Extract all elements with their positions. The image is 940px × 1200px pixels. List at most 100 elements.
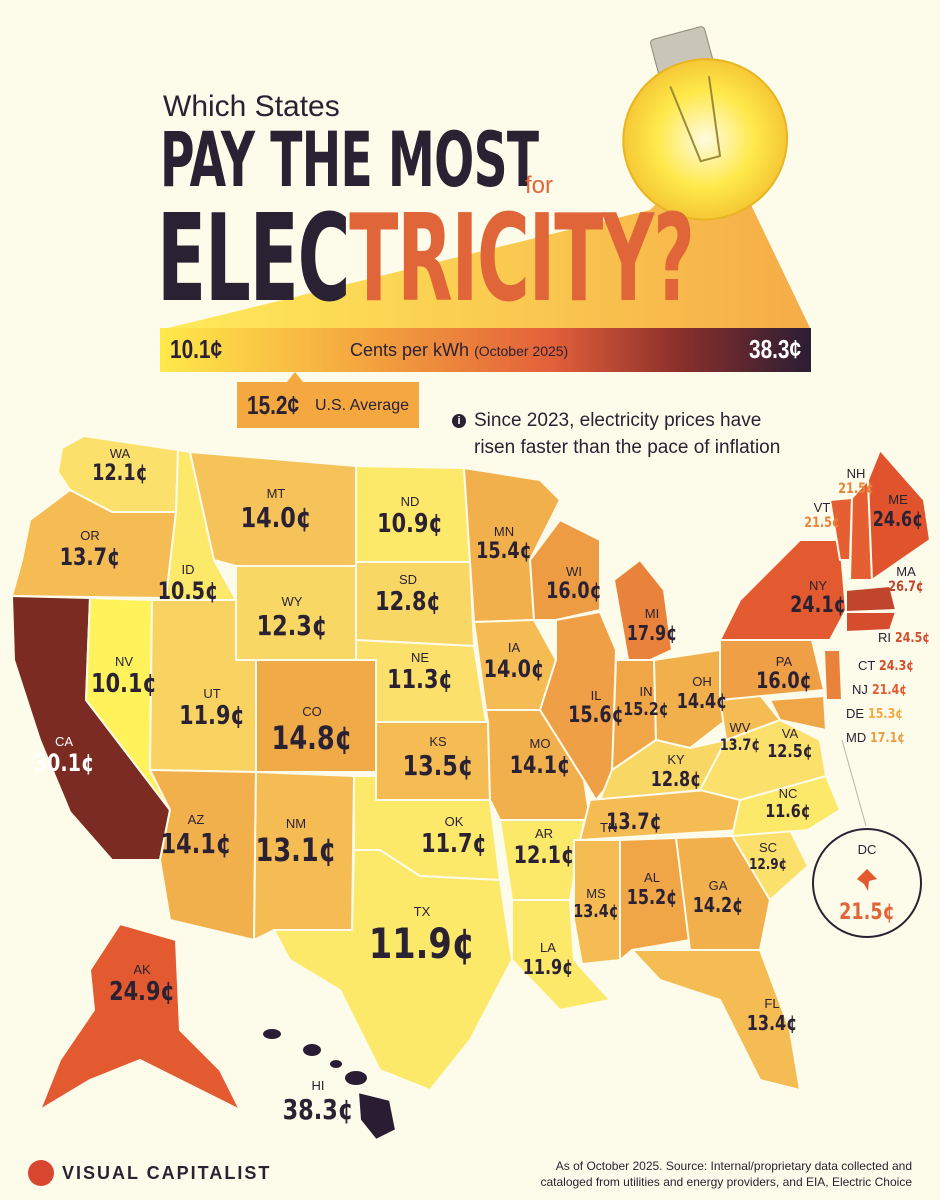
state-abbr: AR	[534, 826, 554, 841]
color-scale-bar: 10.1¢ Cents per kWh (October 2025) 38.3¢	[160, 328, 811, 372]
title-part-dark: ELEC	[157, 190, 350, 329]
state-abbr: WA	[109, 446, 131, 461]
brand-logo: VISUAL CAPITALIST	[28, 1160, 271, 1186]
state-value: 15.4¢	[476, 539, 532, 564]
state-abbr: WI	[566, 564, 582, 579]
label-nj: NJ 21.4¢	[852, 682, 913, 698]
state-hi	[261, 1027, 397, 1141]
state-value: 14.4¢	[676, 689, 728, 713]
state-abbr: IL	[590, 688, 602, 703]
us-average-label: U.S. Average	[315, 397, 409, 414]
state-value: 14.0¢	[240, 501, 312, 534]
label-ar: AR 12.1¢	[506, 826, 582, 869]
average-pointer	[287, 372, 303, 382]
label-md: MD 17.1¢	[846, 730, 911, 746]
state-value: 13.1¢	[255, 831, 337, 869]
dc-shape	[857, 869, 877, 891]
label-nc: NC 11.6¢	[760, 786, 817, 822]
label-me: ME 24.6¢	[866, 492, 929, 531]
state-value: 14.2¢	[692, 893, 744, 917]
state-value: 11.3¢	[387, 665, 453, 695]
inflation-note: i Since 2023, electricity prices have ris…	[452, 407, 780, 461]
state-value: 11.7¢	[421, 829, 487, 859]
label-mi: MI 17.9¢	[620, 606, 683, 645]
state-abbr: AZ	[187, 812, 205, 827]
state-abbr: CA	[54, 734, 74, 749]
state-value: 17.9¢	[626, 621, 678, 645]
state-abbr: GA	[708, 878, 728, 893]
label-la: LA 11.9¢	[516, 940, 579, 979]
state-ga	[675, 835, 771, 951]
label-ma: MA 26.7¢	[884, 564, 928, 595]
state-abbr: VA	[781, 726, 799, 741]
state-abbr: OR	[80, 528, 100, 543]
label-ky: KY 12.8¢	[644, 752, 707, 791]
label-ga: GA 14.2¢	[686, 878, 749, 917]
state-value: 14.0¢	[483, 655, 545, 683]
state-abbr: MN	[493, 524, 515, 539]
state-abbr: SD	[398, 572, 418, 587]
scale-caption-text: Cents per kWh	[350, 340, 470, 360]
label-sd: SD 12.8¢	[367, 572, 449, 617]
state-abbr: SC	[758, 840, 778, 855]
state-abbr: VT	[813, 500, 831, 515]
label-wi: WI 16.0¢	[539, 564, 609, 604]
note-line-2: risen faster than the pace of inflation	[474, 437, 781, 458]
label-ks: KS 13.5¢	[394, 734, 483, 782]
state-tx	[273, 849, 513, 1091]
state-value: 13.4¢	[746, 1011, 798, 1035]
state-abbr: NV	[114, 654, 134, 669]
state-abbr: MS	[586, 886, 606, 901]
state-abbr: RI	[878, 630, 891, 645]
label-tn: 13.7¢	[599, 810, 669, 835]
state-abbr: PA	[775, 654, 793, 669]
state-value: 38.3¢	[282, 1093, 354, 1126]
state-abbr: ME	[888, 492, 908, 507]
state-value: 10.9¢	[377, 509, 443, 539]
label-or: OR 13.7¢	[52, 528, 128, 571]
title-line-4: ELECTRICITY?	[157, 198, 695, 322]
state-abbr: NJ	[852, 682, 868, 697]
state-abbr: ND	[400, 494, 420, 509]
state-abbr: MA	[896, 564, 916, 579]
state-value: 13.4¢	[573, 901, 619, 922]
title-line-2: PAY THE MOST	[160, 115, 539, 204]
bulb-glass	[622, 58, 789, 221]
label-ct: CT 24.3¢	[858, 658, 920, 674]
label-az: AZ 14.1¢	[152, 812, 241, 860]
state-value: 24.6¢	[872, 507, 924, 531]
label-id: ID 10.5¢	[150, 562, 226, 605]
label-il: IL 15.6¢	[561, 688, 631, 728]
state-value: 13.7¢	[719, 735, 761, 754]
state-abbr: MD	[846, 730, 867, 745]
state-value: 10.1¢	[91, 669, 157, 699]
label-oh: OH 14.4¢	[670, 674, 733, 713]
dc-value: 21.5¢	[839, 900, 895, 925]
us-average-box: 15.2¢ U.S. Average	[237, 382, 419, 428]
state-al	[619, 837, 691, 961]
state-abbr: NE	[410, 650, 430, 665]
state-abbr: CO	[302, 704, 322, 719]
state-value: 26.7¢	[888, 579, 924, 595]
state-value: 16.0¢	[546, 579, 602, 604]
state-value: 12.5¢	[767, 741, 813, 762]
state-value: 12.8¢	[375, 587, 441, 617]
note-line-1: Since 2023, electricity prices have	[474, 410, 762, 431]
label-in: IN 15.2¢	[618, 684, 675, 720]
state-ct-ri	[845, 611, 897, 633]
state-abbr: CT	[858, 658, 876, 673]
state-value: 11.6¢	[765, 801, 811, 822]
state-value: 12.8¢	[650, 767, 702, 791]
state-value: 24.9¢	[109, 977, 175, 1007]
state-abbr: NH	[846, 466, 866, 481]
label-mt: MT 14.0¢	[232, 486, 321, 534]
label-ak: AK 24.9¢	[101, 962, 183, 1007]
label-ok: OK 11.7¢	[413, 814, 495, 859]
title-connector: for	[525, 172, 554, 199]
state-abbr: TX	[413, 904, 431, 919]
state-value: 13.7¢	[606, 810, 662, 835]
state-abbr: MO	[529, 736, 551, 751]
scale-caption-date: (October 2025)	[474, 343, 569, 359]
state-value: 10.5¢	[157, 577, 219, 605]
